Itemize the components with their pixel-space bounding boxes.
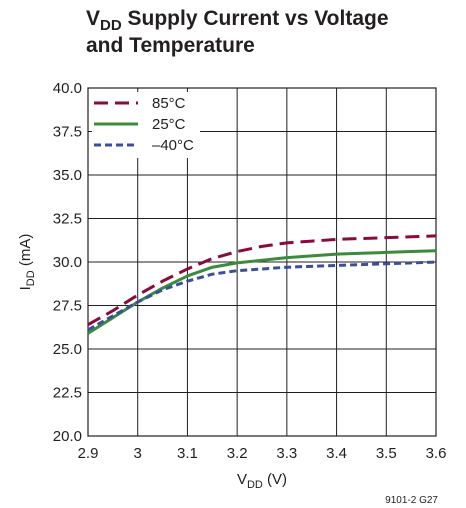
y-axis-label: IDD (mA) — [17, 234, 37, 291]
x-tick-label: 2.9 — [78, 445, 99, 462]
x-tick-label: 3 — [134, 445, 142, 462]
x-axis-label: VDD (V) — [237, 471, 287, 491]
tick-labels: 2.9 3 3.1 3.2 3.3 3.4 3.5 3.6 20.0 22.5 25.0 27.5 30… — [53, 80, 447, 462]
y-tick-label: 27.5 — [53, 298, 82, 315]
chart-title: VDD Supply Current vs Voltage and Temper… — [86, 6, 456, 58]
y-tick-label: 22.5 — [53, 385, 82, 402]
y-tick-label: 37.5 — [53, 124, 82, 141]
x-tick-label: 3.2 — [227, 445, 248, 462]
x-tick-label: 3.1 — [177, 445, 198, 462]
chart-title-line-1: VDD Supply Current vs Voltage — [86, 6, 456, 34]
legend-label: –40°C — [152, 137, 194, 154]
x-tick-label: 3.6 — [426, 445, 447, 462]
y-tick-label: 20.0 — [53, 428, 82, 445]
title-prefix: V — [86, 7, 101, 30]
series-line-2 — [87, 260, 437, 332]
figure-code: 9101-2 G27 — [385, 495, 438, 506]
plot-frame — [87, 87, 437, 437]
x-tick-label: 3.4 — [326, 445, 347, 462]
legend-label: 25°C — [152, 116, 186, 133]
y-tick-label: 40.0 — [53, 80, 82, 97]
series-layer — [87, 234, 437, 335]
chart-title-line-2: and Temperature — [86, 34, 255, 57]
y-tick-label: 25.0 — [53, 341, 82, 358]
legend: 85°C 25°C –40°C — [92, 92, 200, 158]
legend-label: 85°C — [152, 95, 186, 112]
y-tick-label: 35.0 — [53, 167, 82, 184]
title-subscript: DD — [100, 17, 122, 34]
x-tick-label: 3.5 — [376, 445, 397, 462]
y-tick-label: 30.0 — [53, 254, 82, 271]
series-line-0 — [87, 234, 437, 326]
x-tick-label: 3.3 — [276, 445, 297, 462]
y-tick-label: 32.5 — [53, 211, 82, 228]
title-rest: Supply Current vs Voltage — [121, 7, 389, 30]
